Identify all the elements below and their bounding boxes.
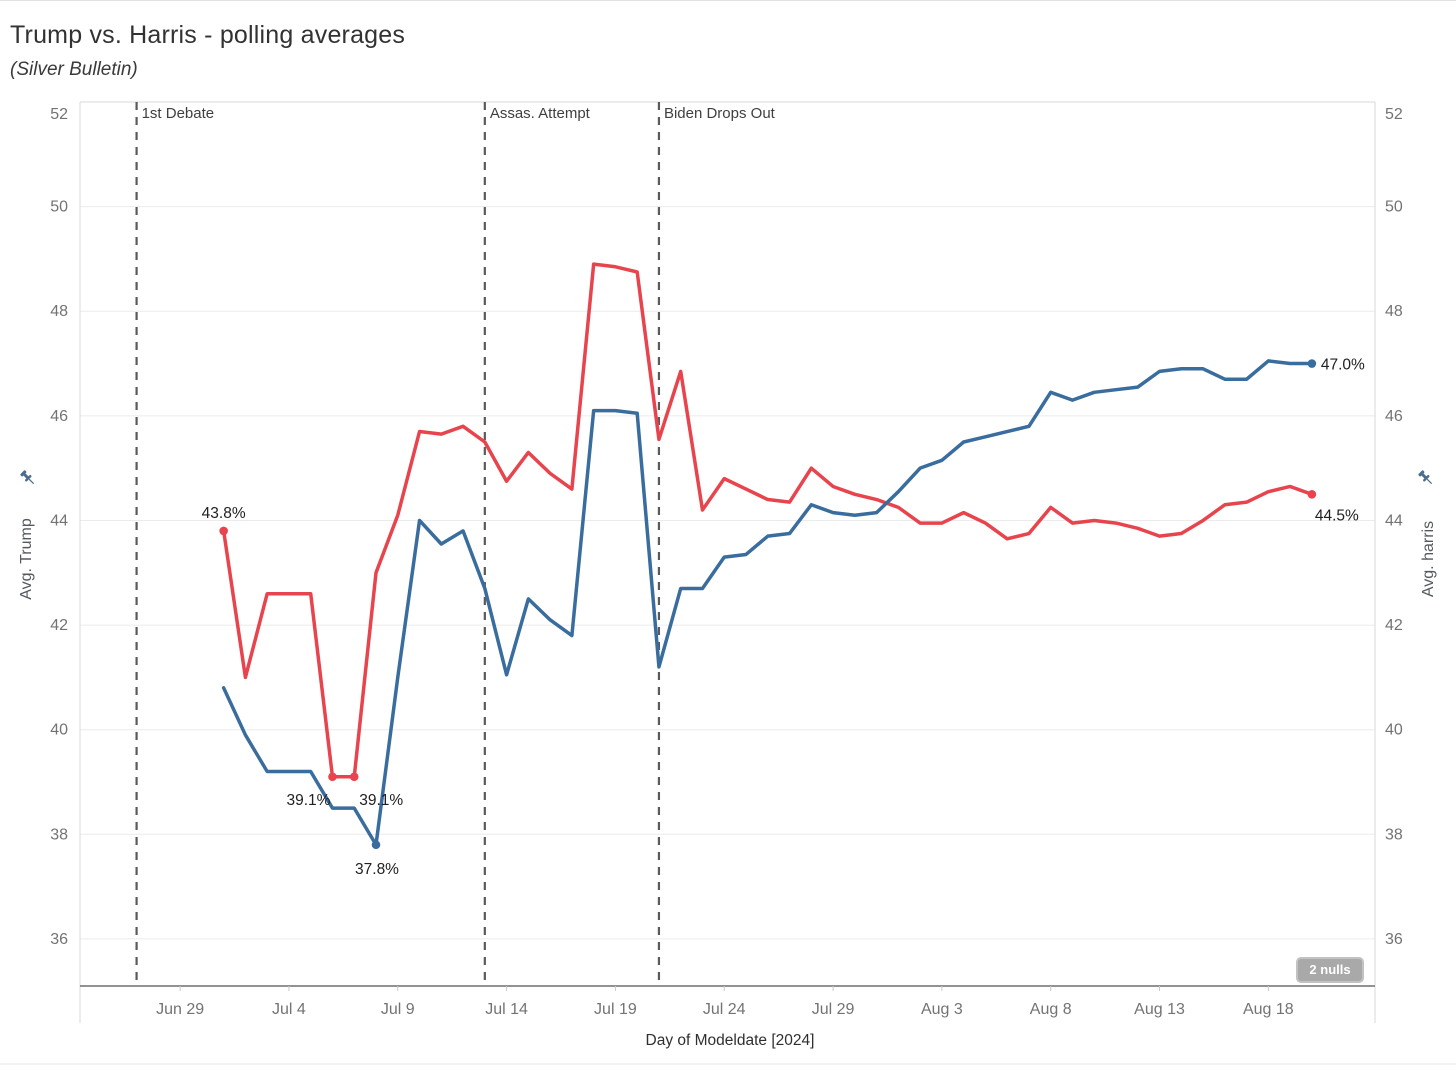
y-tick-left-50: 50 <box>50 199 68 216</box>
x-tick-label-4: Jul 19 <box>594 1001 637 1018</box>
event-label-0: 1st Debate <box>142 105 215 122</box>
nulls-badge[interactable]: 2 nulls <box>1296 957 1364 983</box>
point-label-438-0: 43.8% <box>202 505 246 522</box>
y-tick-right-52: 52 <box>1385 106 1403 123</box>
point-label-391-2: 39.1% <box>359 792 403 809</box>
y-tick-right-40: 40 <box>1385 722 1403 739</box>
right-axis-title-text: Avg. harris <box>1420 520 1437 598</box>
x-tick-label-6: Jul 29 <box>812 1001 855 1018</box>
y-tick-left-42: 42 <box>50 617 68 634</box>
point-marker-4[interactable] <box>371 840 381 850</box>
y-tick-left-44: 44 <box>50 512 68 529</box>
y-tick-left-38: 38 <box>50 826 68 843</box>
x-tick-label-1: Jul 4 <box>272 1001 306 1018</box>
x-axis-title: Day of Modeldate [2024] <box>645 1032 815 1049</box>
y-tick-left-52: 52 <box>50 106 68 123</box>
page-title: Trump vs. Harris - polling averages <box>10 21 406 49</box>
x-tick-label-0: Jun 29 <box>156 1001 204 1018</box>
x-tick-label-3: Jul 14 <box>485 1001 528 1018</box>
x-tick-label-9: Aug 13 <box>1134 1001 1185 1018</box>
point-label-445-5: 44.5% <box>1315 507 1359 524</box>
event-label-2: Biden Drops Out <box>664 105 776 122</box>
y-tick-left-48: 48 <box>50 303 68 320</box>
right-axis-title: Avg. harris <box>1420 521 1438 597</box>
x-tick-label-7: Aug 3 <box>921 1001 963 1018</box>
y-tick-right-48: 48 <box>1385 303 1403 320</box>
point-marker-5[interactable] <box>1307 359 1317 368</box>
y-tick-right-42: 42 <box>1385 617 1403 634</box>
y-tick-right-44: 44 <box>1385 512 1403 529</box>
point-label-378-3: 37.8% <box>355 861 399 878</box>
y-tick-left-46: 46 <box>50 408 68 425</box>
pushpin-icon-left[interactable] <box>19 469 37 487</box>
event-label-1: Assas. Attempt <box>490 105 591 122</box>
x-tick-label-10: Aug 18 <box>1243 1001 1294 1018</box>
x-tick-label-5: Jul 24 <box>703 1001 746 1018</box>
series-line-harris[interactable] <box>221 359 1314 847</box>
series-line-trump[interactable] <box>221 262 1314 779</box>
point-label-470-4: 47.0% <box>1321 357 1365 374</box>
page-subtitle: (Silver Bulletin) <box>10 59 138 80</box>
y-tick-right-50: 50 <box>1385 199 1403 216</box>
point-marker-1[interactable] <box>328 772 337 782</box>
y-tick-right-46: 46 <box>1385 408 1403 425</box>
left-axis-title-text: Avg. Trump <box>18 518 35 600</box>
point-marker-3[interactable] <box>1307 490 1317 499</box>
y-tick-left-40: 40 <box>50 722 68 739</box>
y-tick-left-36: 36 <box>50 931 68 948</box>
x-tick-label-2: Jul 9 <box>381 1001 415 1018</box>
point-label-391-1: 39.1% <box>286 792 330 809</box>
point-marker-0[interactable] <box>219 526 228 536</box>
point-marker-2[interactable] <box>349 772 359 782</box>
y-tick-right-36: 36 <box>1385 931 1403 948</box>
x-tick-label-8: Aug 8 <box>1030 1001 1072 1018</box>
pushpin-icon-right[interactable] <box>1417 469 1435 487</box>
y-tick-right-38: 38 <box>1385 826 1403 843</box>
left-axis-title: Avg. Trump <box>18 518 36 600</box>
